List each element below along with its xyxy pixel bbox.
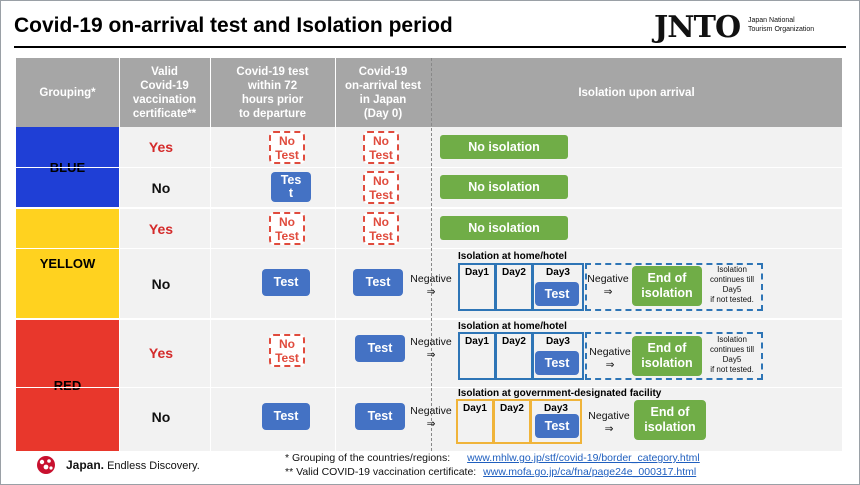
column-dashed-separator <box>431 58 432 451</box>
page-title: Covid-19 on-arrival test and Isolation p… <box>14 14 453 37</box>
vaccination-value: Yes <box>148 139 174 155</box>
column-separator <box>210 58 211 451</box>
test-badge: Test <box>262 269 310 296</box>
day1-box: Day1 <box>458 263 496 311</box>
extended-isolation-box <box>585 263 763 311</box>
header-pre-departure-test: Covid-19 test within 72 hours prior to depa… <box>210 58 335 127</box>
row-separator <box>16 248 842 249</box>
day2-box: Day2 <box>495 263 533 311</box>
test-badge: Test <box>355 403 405 430</box>
negative-arrow: Negative ⇒ <box>410 336 452 361</box>
isolation-facility-label: Isolation at government-designated facil… <box>458 388 662 399</box>
end-of-isolation-badge: End of isolation <box>634 400 706 440</box>
row-separator <box>16 207 842 209</box>
day1-box: Day1 <box>456 399 494 444</box>
continues-note: Isolation continues till Day5 if not tested… <box>709 335 755 374</box>
no-test-badge: No Test <box>363 212 399 245</box>
test-badge: Test <box>262 403 310 430</box>
no-isolation-badge: No isolation <box>440 216 568 240</box>
end-of-isolation-badge: End of isolation <box>632 266 702 306</box>
vaccination-link[interactable]: www.mofa.go.jp/ca/fna/page24e_000317.htm… <box>483 466 697 478</box>
no-test-badge: No Test <box>269 131 305 164</box>
test-badge: Test <box>355 335 405 362</box>
group-yellow: YELLOW <box>16 208 119 318</box>
row-separator <box>16 387 842 388</box>
footnote-grouping: * Grouping of the countries/regions: www… <box>285 452 700 464</box>
isolation-home-label: Isolation at home/hotel <box>458 251 567 262</box>
negative-arrow: Negative ⇒ <box>588 410 630 435</box>
isolation-home-label: Isolation at home/hotel <box>458 321 567 332</box>
header-grouping: Grouping* <box>16 58 119 127</box>
negative-arrow: Negative ⇒ <box>410 405 452 430</box>
vaccination-value: Yes <box>148 345 174 361</box>
column-separator <box>119 58 120 451</box>
continues-note: Isolation continues till Day5 if not tested… <box>709 265 755 304</box>
header-arrival-test: Covid-19 on-arrival test in Japan (Day 0) <box>335 58 431 127</box>
test-badge: Test <box>353 269 403 296</box>
no-isolation-badge: No isolation <box>440 135 568 159</box>
no-test-badge: No Test <box>269 212 305 245</box>
jnto-logo: JNTO <box>654 10 741 45</box>
japan-brand-icon <box>34 455 58 475</box>
group-red: RED <box>16 319 119 451</box>
test-badge: Test <box>535 282 579 306</box>
negative-arrow: Negative ⇒ <box>410 273 452 298</box>
vaccination-value: Yes <box>148 221 174 237</box>
no-isolation-badge: No isolation <box>440 175 568 199</box>
day1-box: Day1 <box>458 332 496 380</box>
day2-box: Day2 <box>495 332 533 380</box>
no-test-badge: No Test <box>363 171 399 204</box>
header-isolation: Isolation upon arrival <box>431 58 842 127</box>
day2-box: Day2 <box>493 399 531 444</box>
header-vaccination: Valid Covid-19 vaccination certificate** <box>119 58 210 127</box>
test-badge: Test <box>535 414 579 438</box>
no-test-badge: No Test <box>363 131 399 164</box>
no-test-badge: No Test <box>269 334 305 367</box>
column-separator <box>335 58 336 451</box>
jnto-logo-subtitle: Japan National Tourism Organization <box>748 17 815 33</box>
title-divider <box>14 46 846 48</box>
footnote-vaccination: ** Valid COVID-19 vaccination certificat… <box>285 466 697 478</box>
vaccination-value: No <box>151 276 171 292</box>
test-badge: Test <box>535 351 579 375</box>
extended-isolation-box <box>585 332 763 380</box>
negative-arrow: Negative ⇒ <box>587 273 629 298</box>
grouping-link[interactable]: www.mhlw.go.jp/stf/covid-19/border_categ… <box>467 452 700 464</box>
brand-tagline: Japan. Endless Discovery. <box>66 458 200 472</box>
vaccination-value: No <box>151 409 171 425</box>
row-separator <box>16 167 842 168</box>
end-of-isolation-badge: End of isolation <box>632 336 702 376</box>
row-separator <box>16 318 842 320</box>
vaccination-value: No <box>151 180 171 196</box>
negative-arrow: Negative ⇒ <box>589 346 631 371</box>
